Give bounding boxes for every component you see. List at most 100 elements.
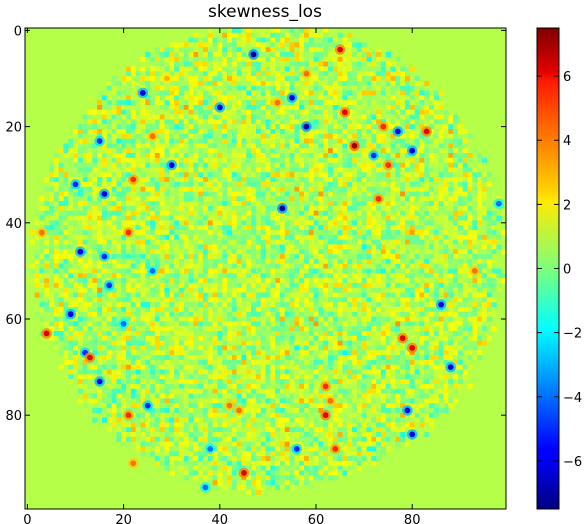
heatmap-cell	[347, 148, 353, 154]
heatmap-cell	[289, 42, 295, 48]
heatmap-cell	[236, 225, 242, 231]
heatmap-cell	[68, 186, 74, 192]
heatmap-cell	[53, 220, 59, 226]
heatmap-cell	[53, 196, 59, 202]
heatmap-cell	[323, 177, 329, 183]
heatmap-cell	[265, 239, 271, 245]
heatmap-cell	[97, 249, 103, 255]
heatmap-cell	[140, 263, 146, 269]
heatmap-cell	[222, 61, 228, 67]
heatmap-cell	[400, 172, 406, 178]
heatmap-cell	[140, 196, 146, 202]
heatmap-cell	[294, 302, 300, 308]
heatmap-cell	[241, 258, 247, 264]
heatmap-cell	[477, 311, 483, 317]
heatmap-cell	[159, 114, 165, 120]
heatmap-cell	[303, 109, 310, 115]
heatmap-cell	[289, 47, 295, 53]
heatmap-cell	[400, 302, 406, 308]
heatmap-cell	[101, 167, 108, 173]
heatmap-cell	[207, 153, 213, 159]
heatmap-cell	[193, 56, 199, 62]
heatmap-cell	[337, 273, 343, 279]
heatmap-cell	[404, 162, 411, 168]
heatmap-cell	[270, 52, 276, 58]
heatmap-cell	[318, 157, 324, 163]
heatmap-cell	[49, 210, 55, 216]
heatmap-cell	[53, 321, 59, 327]
heatmap-cell	[313, 124, 319, 130]
heatmap-cell	[289, 244, 295, 250]
heatmap-cell	[347, 220, 353, 226]
heatmap-cell	[323, 71, 329, 77]
heatmap-cell	[270, 47, 276, 53]
heatmap-cell	[275, 167, 281, 173]
heatmap-cell	[467, 186, 473, 192]
heatmap-cell	[126, 143, 132, 149]
heatmap-cell	[318, 95, 324, 101]
heatmap-cell	[227, 85, 233, 91]
heatmap-cell	[236, 282, 242, 289]
heatmap-cell	[145, 143, 151, 149]
heatmap-cell	[97, 278, 103, 284]
heatmap-cell	[188, 196, 194, 202]
heatmap-cell	[260, 80, 266, 87]
heatmap-cell	[347, 71, 353, 77]
heatmap-cell	[486, 287, 492, 293]
heatmap-cell	[63, 282, 69, 289]
heatmap-cell	[111, 287, 117, 293]
heatmap-cell	[154, 104, 160, 111]
heatmap-cell	[82, 172, 88, 178]
heatmap-cell	[53, 268, 59, 274]
heatmap-cell	[193, 302, 199, 308]
heatmap-cell	[63, 133, 69, 139]
heatmap-cell	[202, 167, 209, 173]
heatmap-cell	[260, 306, 266, 313]
heatmap-cell	[178, 287, 185, 293]
heatmap-cell	[140, 321, 146, 327]
heatmap-cell	[270, 143, 276, 149]
heatmap-cell	[227, 129, 233, 135]
heatmap-cell	[231, 133, 237, 139]
heatmap-cell	[438, 133, 444, 139]
heatmap-cell	[121, 273, 127, 279]
heatmap-cell	[284, 37, 290, 43]
heatmap-cell	[116, 143, 122, 149]
heatmap-cell	[279, 278, 286, 284]
heatmap-cell	[236, 32, 242, 38]
heatmap-cell	[44, 321, 50, 327]
heatmap-cell	[227, 167, 233, 173]
heatmap-cell	[44, 282, 50, 289]
heatmap-cell	[106, 302, 112, 308]
heatmap-cell	[183, 119, 189, 125]
heatmap-cell	[246, 177, 252, 183]
heatmap-cell	[183, 181, 189, 188]
heatmap-cell	[126, 124, 132, 130]
heatmap-cell	[323, 104, 329, 111]
heatmap-cell	[97, 282, 103, 289]
heatmap-cell	[481, 311, 488, 317]
heatmap-cell	[486, 306, 492, 313]
heatmap-cell	[404, 316, 411, 322]
heatmap-cell	[106, 297, 112, 303]
heatmap-cell	[385, 230, 391, 236]
heatmap-cell	[342, 95, 348, 101]
heatmap-cell	[376, 52, 382, 58]
heatmap-cell	[313, 80, 319, 87]
heatmap-cell	[414, 244, 420, 250]
heatmap-cell	[376, 148, 382, 154]
heatmap-cell	[39, 263, 45, 269]
heatmap-cell	[270, 129, 276, 135]
heatmap-cell	[198, 215, 204, 221]
heatmap-cell	[308, 205, 314, 212]
heatmap-cell	[198, 47, 204, 53]
heatmap-cell	[366, 201, 372, 207]
heatmap-cell	[491, 268, 497, 274]
heatmap-cell	[433, 225, 439, 231]
heatmap-cell	[207, 119, 213, 125]
heatmap-cell	[448, 119, 454, 125]
heatmap-cell	[361, 273, 367, 279]
heatmap-cell	[390, 297, 396, 303]
heatmap-cell	[457, 153, 464, 159]
heatmap-cell	[342, 162, 348, 168]
